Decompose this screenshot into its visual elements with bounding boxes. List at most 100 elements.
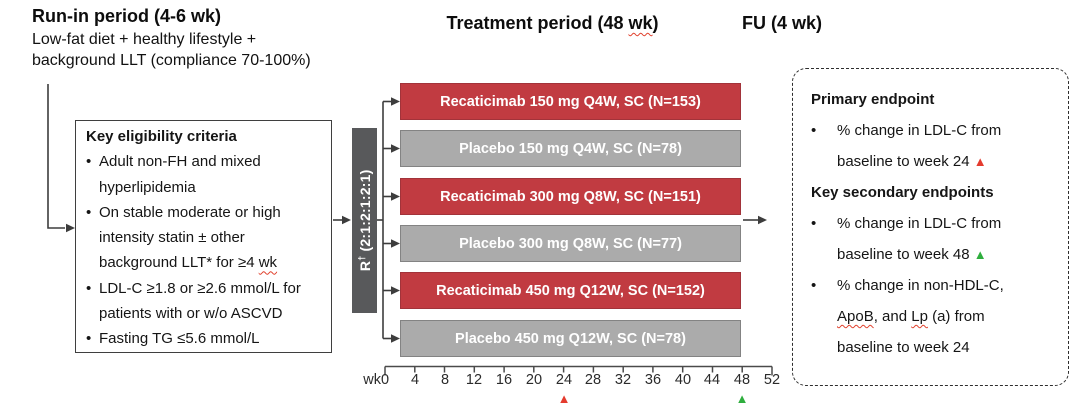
bullet-icon: •: [811, 277, 817, 294]
eligibility-bullet-1-cont: hyperlipidemia: [99, 178, 196, 196]
eligibility-text: background LLT* for ≥4: [99, 254, 259, 272]
branch-arrowhead-5: [391, 286, 400, 295]
eligibility-bullet-2: • On stable moderate or high: [86, 200, 323, 225]
arm-recaticimab-450: Recaticimab 450 mg Q12W, SC (N=152): [400, 272, 741, 309]
arm-label: Recaticimab 150 mg Q4W, SC (N=153): [440, 93, 701, 110]
axis-tick-label-8: 8: [440, 372, 450, 388]
primary-endpoint-bullet: • % change in LDL-C from: [811, 115, 1058, 146]
arm-label: Placebo 450 mg Q12W, SC (N=78): [455, 330, 686, 347]
eligibility-arrowhead: [342, 215, 351, 225]
branch-arrowhead-2: [391, 144, 400, 153]
eligibility-bullet-2-cont1: intensity statin ± other: [99, 229, 245, 247]
bullet-icon: •: [86, 330, 92, 348]
endpoint-lp: Lp: [911, 308, 928, 325]
branch-arrowhead-4: [391, 239, 400, 248]
secondary-endpoint-1-cont: baseline to week 48 ▲: [811, 239, 1058, 270]
eligibility-bullet-4: • Fasting TG ≤5.6 mmol/L: [86, 326, 323, 351]
axis-tick-label-0: 0: [380, 372, 390, 388]
green-triangle-icon: ▲: [973, 247, 987, 262]
randomization-bar: R† (2:1:2:1:2:1): [352, 128, 377, 313]
endpoint-text: baseline to week 24: [837, 153, 974, 170]
endpoints-box: Primary endpoint • % change in LDL-C from…: [792, 68, 1069, 386]
arm-label: Recaticimab 300 mg Q8W, SC (N=151): [440, 188, 701, 205]
primary-endpoint-cont: baseline to week 24 ▲: [811, 146, 1058, 177]
randomization-dagger: †: [356, 255, 367, 261]
eligibility-text: Fasting TG ≤5.6 mmol/L: [99, 330, 260, 348]
branch-arrowhead-1: [391, 97, 400, 106]
randomization-label: R† (2:1:2:1:2:1): [356, 170, 373, 272]
endpoint-text: baseline to week 48: [837, 246, 974, 263]
treatment-title-close: ): [652, 13, 659, 33]
endpoint-text: % change in LDL-C from: [837, 215, 1002, 232]
branch-arrowhead-6: [391, 334, 400, 343]
bullet-icon: •: [811, 122, 817, 139]
runin-arrowhead: [66, 223, 75, 233]
run-in-subtitle-line2: background LLT (compliance 70-100%): [32, 52, 311, 69]
secondary-endpoint-2-cont2: baseline to week 24: [837, 339, 970, 356]
bullet-icon: •: [86, 279, 92, 297]
axis-tick-label-28: 28: [584, 372, 602, 388]
bullet-icon: •: [86, 153, 92, 171]
axis-unit-label: wk: [363, 372, 381, 388]
arm-label: Placebo 150 mg Q4W, SC (N=78): [459, 140, 682, 157]
axis-tick-label-16: 16: [495, 372, 513, 388]
secondary-endpoints-title: Key secondary endpoints: [811, 184, 994, 201]
randomization-ratio: (2:1:2:1:2:1): [356, 169, 373, 256]
run-in-subtitle-line1: Low-fat diet + healthy lifestyle +: [32, 31, 257, 48]
endpoint-apob: ApoB: [837, 308, 874, 325]
red-triangle-icon: ▲: [973, 154, 987, 169]
eligibility-criteria-box: Key eligibility criteria • Adult non-FH a…: [75, 120, 332, 353]
axis-tick-label-12: 12: [465, 372, 483, 388]
eligibility-text: On stable moderate or high: [99, 203, 281, 221]
eligibility-text: Adult non-FH and mixed: [99, 153, 261, 171]
arm-placebo-300: Placebo 300 mg Q8W, SC (N=77): [400, 225, 741, 262]
endpoint-text: , and: [873, 308, 912, 325]
arm-label: Placebo 300 mg Q8W, SC (N=77): [459, 235, 682, 252]
arm-recaticimab-300: Recaticimab 300 mg Q8W, SC (N=151): [400, 178, 741, 215]
endpoint-text: (a) from: [927, 308, 985, 325]
primary-endpoint-title: Primary endpoint: [811, 91, 935, 108]
axis-tick-label-40: 40: [674, 372, 692, 388]
secondary-endpoint-bullet-1: • % change in LDL-C from: [811, 208, 1058, 239]
branch-arrowhead-3: [391, 192, 400, 201]
runin-connector-line: [47, 84, 65, 229]
eligibility-wk: wk: [258, 254, 278, 272]
axis-tick-label-48: 48: [733, 372, 751, 388]
treatment-title-text: Treatment period (48: [446, 13, 629, 33]
run-in-subtitle: Low-fat diet + healthy lifestyle + backg…: [32, 29, 311, 71]
secondary-endpoint-bullet-2: • % change in non-HDL-C,: [811, 270, 1058, 301]
run-in-period-title: Run-in period (4-6 wk): [32, 6, 221, 26]
eligibility-bullet-3: • LDL-C ≥1.8 or ≥2.6 mmol/L for: [86, 276, 323, 301]
week-axis: [384, 365, 773, 376]
axis-tick-label-4: 4: [410, 372, 420, 388]
endpoint-text: % change in LDL-C from: [837, 122, 1002, 139]
randomization-r: R: [356, 260, 373, 272]
bullet-icon: •: [811, 215, 817, 232]
arm-placebo-450: Placebo 450 mg Q12W, SC (N=78): [400, 320, 741, 357]
arm-label: Recaticimab 450 mg Q12W, SC (N=152): [436, 282, 705, 299]
eligibility-bullet-1: • Adult non-FH and mixed: [86, 149, 323, 174]
axis-tick-label-52: 52: [763, 372, 781, 388]
exit-arrowhead: [758, 215, 767, 225]
axis-tick-label-24: 24: [555, 372, 573, 388]
axis-tick-label-32: 32: [614, 372, 632, 388]
endpoint-text: % change in non-HDL-C,: [837, 277, 1004, 294]
eligibility-text: LDL-C ≥1.8 or ≥2.6 mmol/L for: [99, 279, 301, 297]
arm-placebo-150: Placebo 150 mg Q4W, SC (N=78): [400, 130, 741, 167]
axis-tick-label-36: 36: [644, 372, 662, 388]
axis-tick-label-44: 44: [703, 372, 721, 388]
primary-endpoint-marker-icon: ▲: [557, 391, 571, 406]
follow-up-title: FU (4 wk): [742, 13, 823, 33]
treatment-period-title: Treatment period (48 wk): [380, 13, 725, 34]
treatment-title-wk: wk: [628, 13, 653, 33]
secondary-endpoint-2-cont1: ApoB, and Lp (a) from: [811, 301, 1058, 332]
secondary-endpoint-marker-icon: ▲: [735, 391, 749, 406]
axis-tick-label-20: 20: [525, 372, 543, 388]
eligibility-bullet-3-cont: patients with or w/o ASCVD: [99, 305, 283, 323]
bullet-icon: •: [86, 203, 92, 221]
arm-recaticimab-150: Recaticimab 150 mg Q4W, SC (N=153): [400, 83, 741, 120]
eligibility-title: Key eligibility criteria: [86, 128, 237, 145]
eligibility-bullet-2-cont2: background LLT* for ≥4 wk: [86, 250, 323, 275]
